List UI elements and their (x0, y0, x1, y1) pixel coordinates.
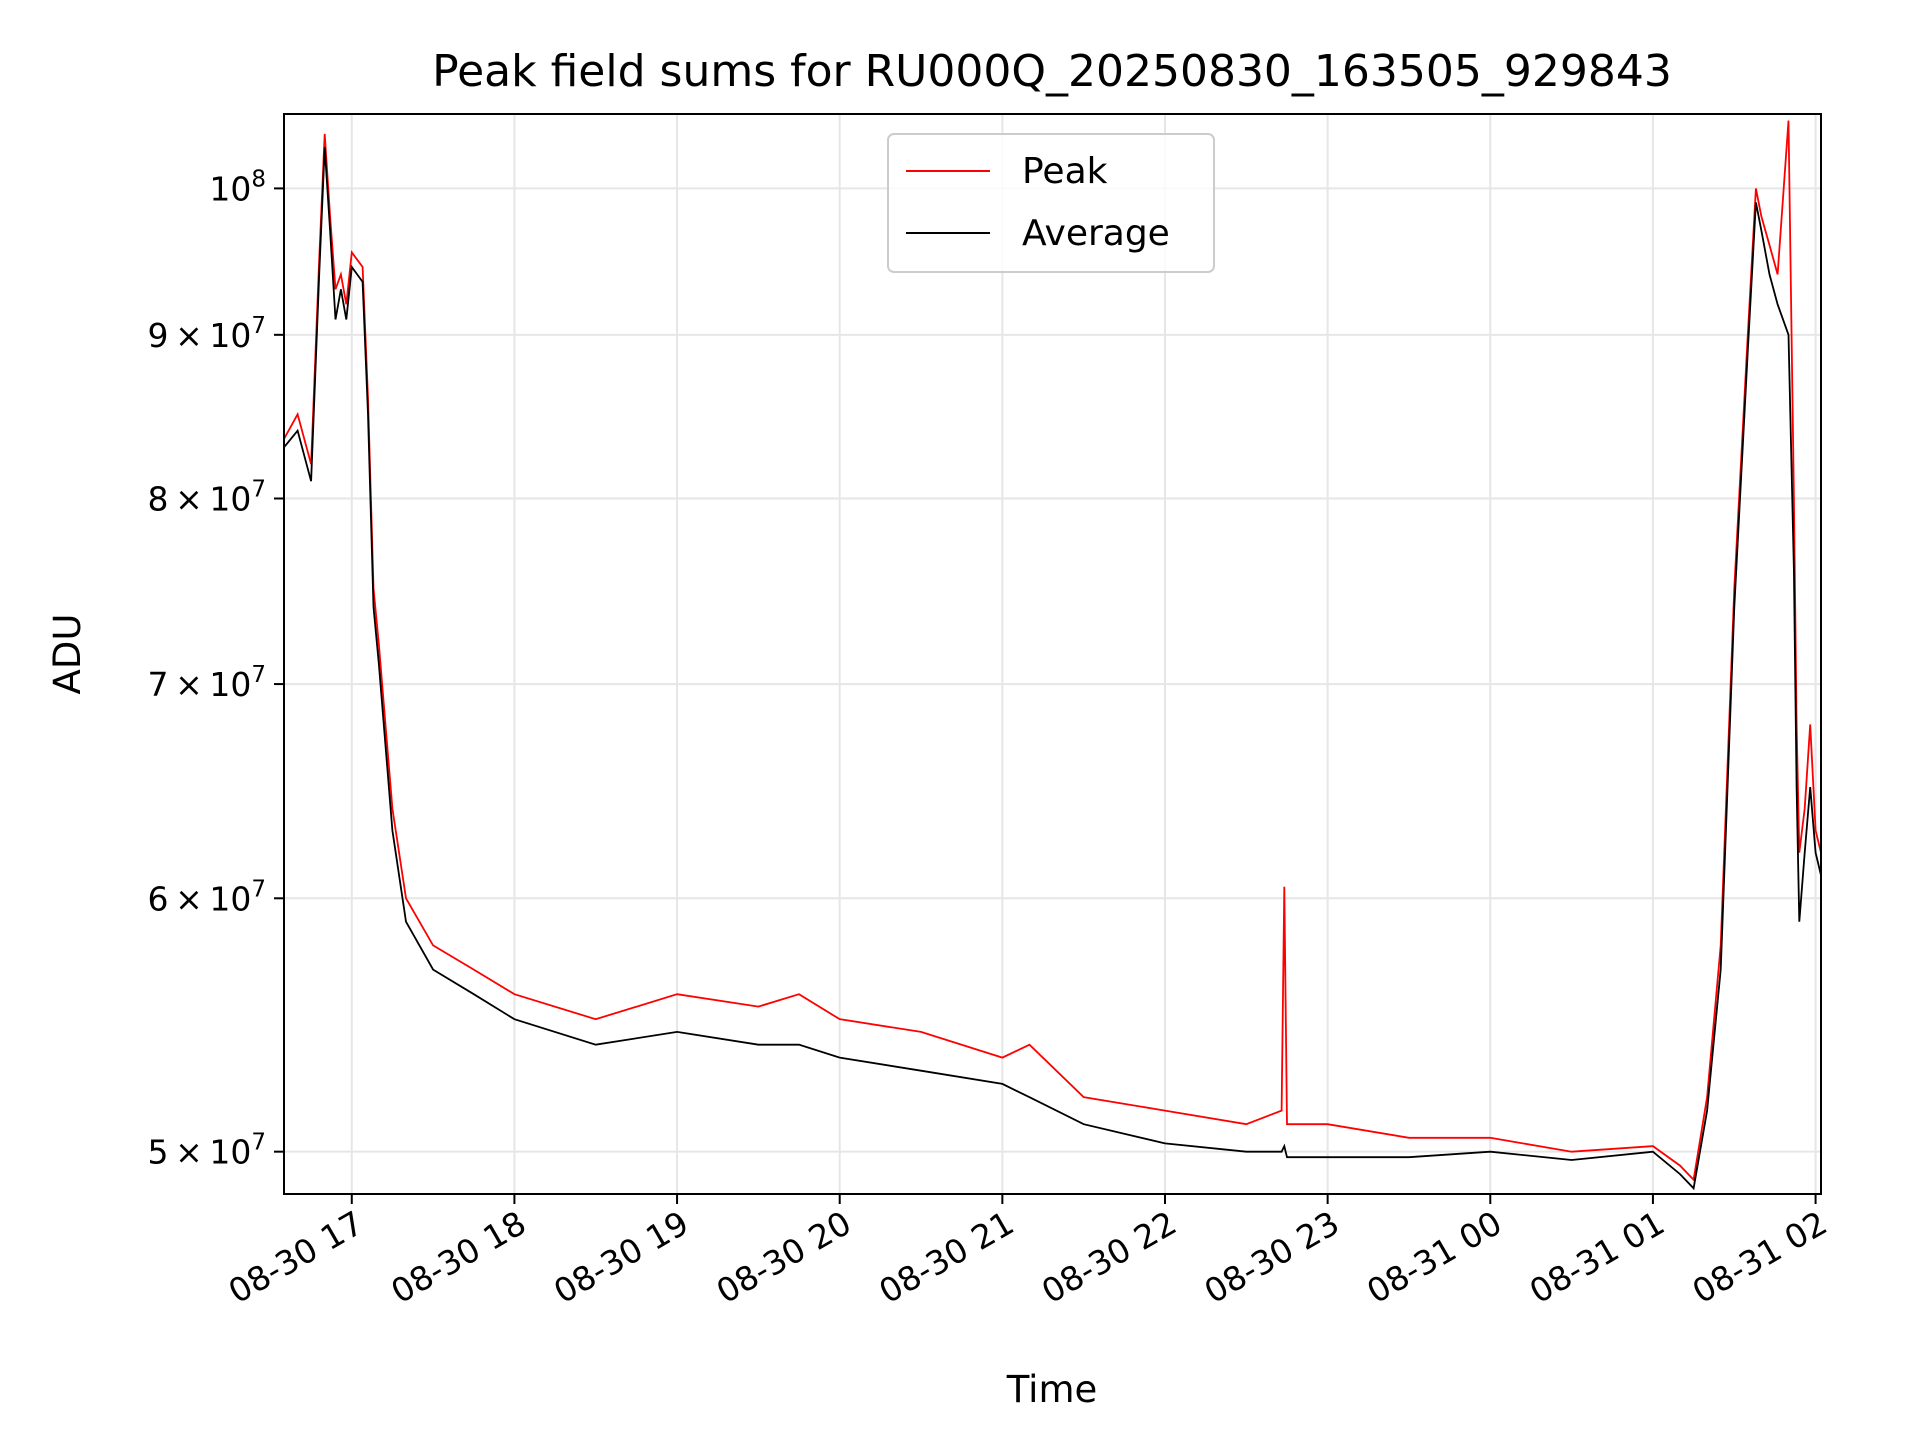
y-tick-label: 9 × 107 (148, 313, 266, 355)
legend-label-peak: Peak (1022, 151, 1108, 192)
legend-box (887, 133, 1215, 273)
plot-frame (283, 113, 1822, 1195)
chart-title: Peak field sums for RU000Q_20250830_1635… (432, 46, 1672, 97)
series-line-peak (284, 120, 1821, 1182)
legend: Peak Average (887, 133, 1215, 273)
x-axis-label: Time (1006, 1368, 1098, 1411)
y-tick-label: 7 × 107 (148, 662, 266, 704)
plot-area (284, 120, 1821, 1191)
y-tick-label: 5 × 107 (148, 1130, 266, 1172)
y-axis: 5 × 107 6 × 107 7 × 107 8 × 107 9 × 107 108 (148, 166, 284, 1172)
series-line-average (284, 147, 1821, 1191)
legend-label-average: Average (1022, 213, 1170, 254)
grid (284, 114, 1821, 1194)
y-tick-label: 8 × 107 (148, 477, 266, 519)
y-tick-label: 6 × 107 (148, 876, 266, 918)
y-tick-label: 108 (209, 166, 266, 208)
y-axis-label: ADU (46, 614, 89, 695)
